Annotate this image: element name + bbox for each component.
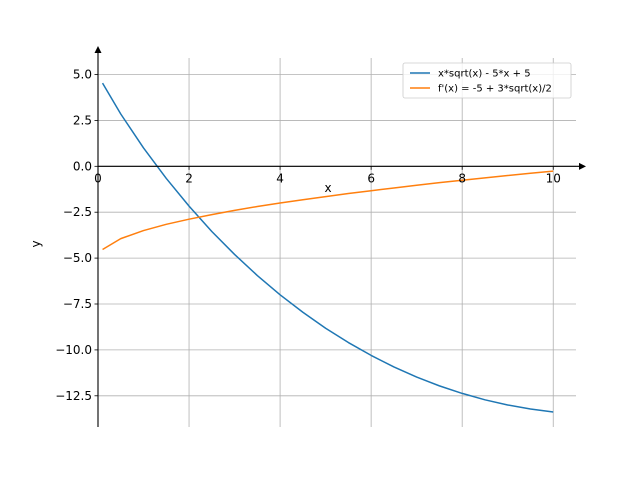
y-tick-label-1: 2.5: [73, 113, 92, 127]
y-axis-arrow: [94, 46, 102, 53]
y-tick-label-0: 5.0: [73, 68, 92, 82]
x-tick-label-0: 0: [94, 171, 102, 185]
axes: [94, 46, 586, 427]
y-tick-label-4: −5.0: [63, 251, 92, 265]
grid-lines: [98, 58, 576, 427]
series-lines: [101, 82, 554, 413]
y-tick-label-7: −12.5: [55, 389, 92, 403]
y-tick-label-5: −7.5: [63, 297, 92, 311]
x-axis-label: x: [324, 181, 331, 195]
x-tick-label-2: 4: [276, 171, 284, 185]
x-tick-label-1: 2: [185, 171, 193, 185]
legend: x*sqrt(x) - 5*x + 5 f'(x) = -5 + 3*sqrt(…: [402, 62, 572, 99]
y-tick-label-3: −2.5: [63, 205, 92, 219]
y-axis-label: y: [29, 240, 43, 247]
x-axis-arrow: [579, 162, 586, 170]
legend-label-series-1: x*sqrt(x) - 5*x + 5: [438, 69, 531, 80]
y-tick-label-6: −10.0: [55, 343, 92, 357]
legend-box: [402, 62, 572, 99]
series-line-1: [101, 82, 554, 413]
x-tick-label-5: 10: [546, 171, 561, 185]
y-tick-label-2: 0.0: [73, 159, 92, 173]
x-tick-label-4: 8: [458, 171, 466, 185]
ticks: 0 2 4 6 8 10 5.0 2.5 0.0 −2.5 −5.0 −7.5 −10.0 −12.5: [55, 68, 561, 403]
x-tick-label-3: 6: [367, 171, 375, 185]
series-line-2: [102, 170, 554, 251]
legend-label-series-2: f'(x) = -5 + 3*sqrt(x)/2: [438, 84, 552, 95]
